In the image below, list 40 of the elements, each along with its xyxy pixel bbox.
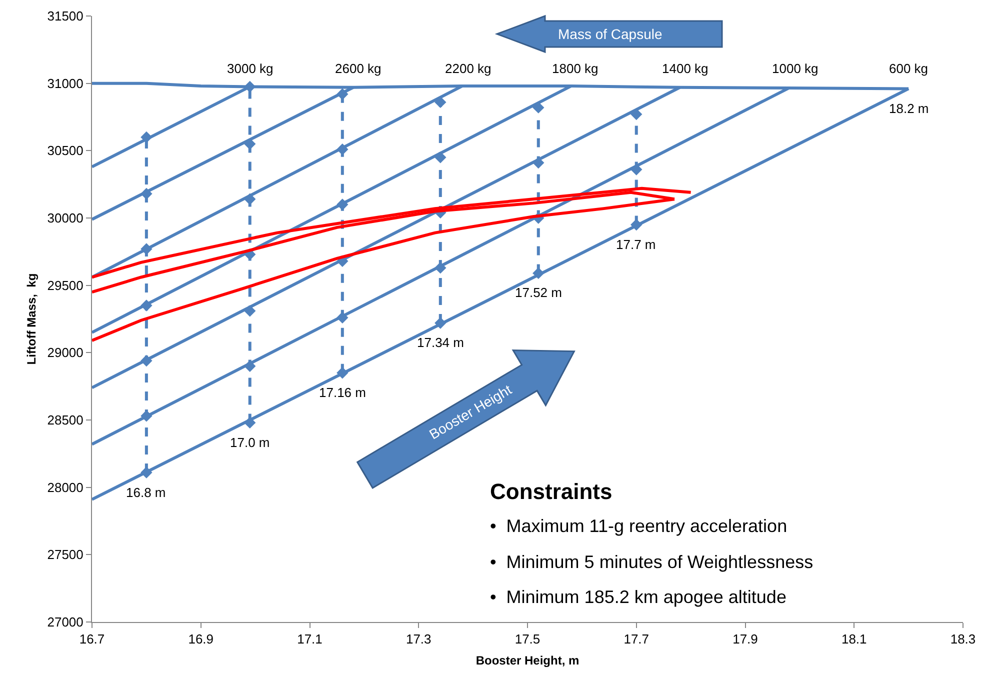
y-tick-label: 30500 (47, 143, 84, 158)
y-tick-label: 30000 (47, 210, 84, 226)
annotation: • Minimum 185.2 km apogee altitude (490, 587, 786, 607)
annotation: 1000 kg (772, 61, 818, 76)
y-tick-label: 29500 (47, 278, 84, 293)
annotation: 3000 kg (227, 61, 274, 76)
annotation: 2200 kg (445, 61, 492, 76)
x-tick-label: 17.1 (297, 632, 322, 647)
annotation: 1800 kg (552, 61, 598, 76)
y-tick-label: 31500 (47, 8, 84, 24)
annotation: 1400 kg (662, 61, 708, 76)
annotation: 17.52 m (515, 285, 562, 300)
y-tick-label: 28000 (47, 480, 84, 495)
annotation: Constraints (490, 479, 612, 504)
y-tick-label: 27500 (47, 547, 84, 562)
y-tick-label: 31000 (47, 76, 84, 91)
annotation: • Minimum 5 minutes of Weightlessness (490, 552, 814, 572)
annotation: 17.16 m (319, 385, 366, 400)
annotation: 17.34 m (417, 335, 464, 350)
annotation: 17.7 m (616, 237, 656, 252)
x-tick-label: 17.7 (624, 632, 650, 647)
x-tick-label: 18.3 (950, 632, 976, 647)
annotation: 18.2 m (889, 101, 929, 116)
x-tick-label: 16.9 (188, 632, 214, 647)
y-axis-title: Liftoff Mass, kg (24, 273, 39, 365)
y-tick-label: 27000 (47, 614, 84, 630)
annotation: 16.8 m (126, 485, 166, 500)
x-tick-label: 16.7 (79, 632, 105, 647)
x-tick-label: 17.9 (732, 632, 758, 647)
y-tick-label: 29000 (47, 345, 84, 360)
x-tick-label: 17.3 (406, 632, 432, 647)
annotation: 2600 kg (335, 61, 382, 76)
annotation: 600 kg (889, 61, 928, 76)
annotation: 17.0 m (230, 435, 270, 450)
x-axis-title: Booster Height, m (476, 654, 580, 668)
x-tick-label: 17.5 (514, 632, 540, 647)
x-tick-label: 18.1 (841, 632, 867, 647)
annotation: Mass of Capsule (558, 26, 662, 42)
annotation: • Maximum 11-g reentry acceleration (490, 516, 788, 536)
y-tick-label: 28500 (47, 412, 84, 428)
